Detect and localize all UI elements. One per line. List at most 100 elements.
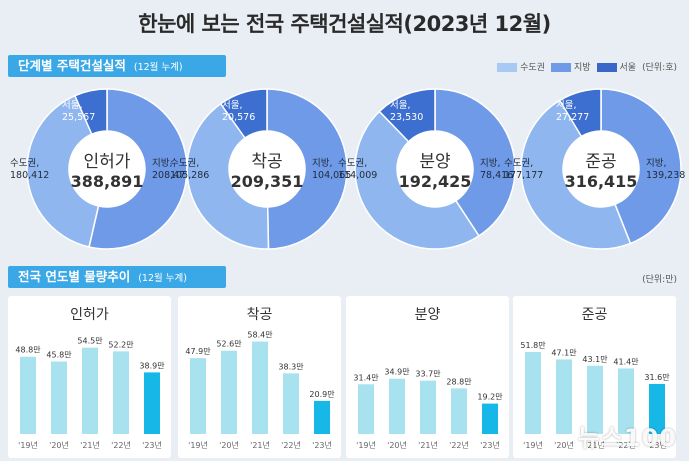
bar-category-label: '23년 — [142, 440, 162, 450]
bar-category-label: '21년 — [80, 440, 100, 450]
bar-value-label: 45.8만 — [46, 350, 72, 359]
bar-1 — [190, 358, 206, 434]
bar-category-label: '19년 — [18, 440, 38, 450]
bar-chart-svg: 47.9만 '19년 52.6만 '20년 58.4만 '21년 38.3만 '22년 20.9… — [185, 331, 335, 450]
bar-3 — [252, 341, 268, 434]
donut-svg — [354, 88, 516, 250]
donut-label-name: 서울, — [556, 100, 577, 111]
bar-value-label: 38.3만 — [278, 362, 304, 371]
bar-5 — [649, 383, 665, 434]
section-header-sub: (12월 누계) — [138, 273, 187, 284]
bar-chart-svg: 51.8만 '19년 47.1만 '20년 43.1만 '21년 41.4만 '22년 31.6… — [520, 341, 670, 450]
donut-label-name: 지방, — [480, 158, 501, 169]
watermark-logo: 뉴스100 — [577, 424, 677, 452]
bar-value-label: 52.6만 — [216, 340, 242, 349]
bar-category-label: '20년 — [219, 440, 239, 450]
donut-label-name: 수도권, — [504, 158, 534, 169]
donut-label-seoul: 서울, 23,530 — [390, 100, 423, 124]
donut-label-seoul: 서울, 27,277 — [556, 100, 589, 124]
bar-2 — [389, 378, 405, 434]
bar-2 — [221, 350, 237, 434]
bar-chart-svg: 48.8만 '19년 45.8만 '20년 54.5만 '21년 52.2만 '22년 38.9… — [15, 337, 165, 450]
legend-item-local: 지방 — [550, 60, 591, 73]
bar-chart-2: 착공 47.9만 '19년 52.6만 '20년 58.4만 '21년 38.3만 '22년 20… — [178, 296, 341, 458]
bar-value-label: 19.2만 — [477, 393, 503, 402]
bar-category-label: '22년 — [449, 440, 469, 450]
bar-category-label: '22년 — [616, 440, 636, 450]
donut-label-seoul: 서울, 25,567 — [62, 100, 95, 124]
bar-category-label: '20년 — [554, 440, 574, 450]
bar-chart-1: 인허가 48.8만 '19년 45.8만 '20년 54.5만 '21년 52.2만 '22년 3… — [8, 296, 171, 458]
bar-category-label: '22년 — [111, 440, 131, 450]
bar-chart-3: 분양 31.4만 '19년 34.9만 '20년 33.7만 '21년 28.8만 '22년 19… — [346, 296, 509, 458]
donut-label-value: 139,238 — [646, 170, 686, 181]
donut-label-name: 수도권, — [338, 158, 368, 169]
bar-5 — [314, 400, 330, 434]
bar-category-label: '19년 — [356, 440, 376, 450]
donut-hole — [69, 131, 145, 207]
donut-label-capital: 수도권, 105,286 — [170, 158, 209, 182]
donut-svg — [186, 88, 348, 250]
bar-chart-title: 준공 — [581, 307, 608, 323]
bar-category-label: '21년 — [418, 440, 438, 450]
bar-2 — [556, 359, 572, 434]
bar-value-label: 38.9만 — [139, 361, 165, 370]
donut-label-capital: 수도권, 180,412 — [10, 158, 49, 182]
donut-label-name: 지방, — [312, 158, 333, 169]
section-header-sub: (12월 누계) — [133, 62, 183, 73]
donut-chart-4: 준공 316,415 수도권, 177,177 지방, 139,238 서울, 27,277 — [504, 82, 686, 257]
bar-1 — [358, 384, 374, 434]
bar-category-label: '23년 — [312, 440, 332, 450]
legend-item-capital: 수도권 — [497, 60, 545, 73]
bar-3 — [420, 380, 436, 434]
donut-label-capital: 수도권, 114,009 — [338, 158, 377, 182]
bar-category-label: '19년 — [188, 440, 208, 450]
bar-category-label: '19년 — [523, 440, 543, 450]
bar-value-label: 41.4만 — [613, 357, 639, 366]
bar-value-label: 54.5만 — [77, 337, 103, 346]
legend-unit: (단위:호) — [642, 63, 677, 73]
donut-label-value: 78,416 — [480, 170, 514, 181]
bar-value-label: 33.7만 — [415, 370, 441, 379]
donut-label-local: 지방, 208,479 — [152, 158, 191, 182]
donut-label-value: 208,479 — [152, 170, 192, 181]
donut-label-value: 25,567 — [62, 112, 96, 123]
bar-2 — [51, 361, 67, 434]
section-header-yearly: 전국 연도별 물량추이 (12월 누계) — [8, 266, 226, 288]
bar-1 — [525, 351, 541, 434]
bar-5 — [144, 372, 160, 434]
bar-category-label: '20년 — [49, 440, 69, 450]
bar-chart-4: 준공 51.8만 '19년 47.1만 '20년 43.1만 '21년 41.4만 '22년 31… — [513, 296, 676, 458]
donut-label-value: 105,286 — [170, 170, 210, 181]
page-title: 한눈에 보는 전국 주택건설실적(2023년 12월) — [138, 12, 551, 36]
unit-label: (단위:만) — [642, 275, 677, 285]
bar-chart-title: 분양 — [414, 307, 441, 323]
bar-value-label: 47.1만 — [551, 348, 577, 357]
bar-value-label: 51.8만 — [520, 341, 546, 350]
donut-hole — [397, 131, 473, 207]
donut-label-value: 180,412 — [10, 170, 50, 181]
donut-hole — [563, 131, 639, 207]
bar-value-label: 47.9만 — [185, 347, 211, 356]
bar-value-label: 28.8만 — [446, 377, 472, 386]
donut-chart-2: 착공 209,351 수도권, 105,286 지방, 104,065 서울, 20,576 — [170, 82, 352, 257]
donut-label-value: 114,009 — [338, 170, 378, 181]
legend-swatch-capital — [497, 63, 518, 72]
section-header-label: 단계별 주택건설실적 — [18, 58, 126, 73]
bar-chart-title: 인허가 — [70, 307, 109, 323]
bar-chart-title: 착공 — [246, 307, 273, 323]
donut-label-name: 수도권, — [170, 158, 200, 169]
donut-label-seoul: 서울, 20,576 — [222, 100, 255, 124]
donut-hole — [229, 131, 305, 207]
donut-label-value: 177,177 — [504, 170, 544, 181]
bar-value-label: 20.9만 — [309, 390, 335, 399]
donut-label-name: 수도권, — [10, 158, 40, 169]
bar-category-label: '22년 — [281, 440, 301, 450]
section-header-stage: 단계별 주택건설실적 (12월 누계) — [8, 55, 226, 77]
donut-label-local: 지방, 139,238 — [646, 158, 685, 182]
legend: 수도권 지방 서울 (단위:호) — [497, 60, 677, 73]
donut-label-value: 104,065 — [312, 170, 352, 181]
donut-label-name: 서울, — [62, 100, 83, 111]
donut-label-name: 서울, — [390, 100, 411, 111]
section-header-label: 전국 연도별 물량추이 — [18, 269, 131, 284]
